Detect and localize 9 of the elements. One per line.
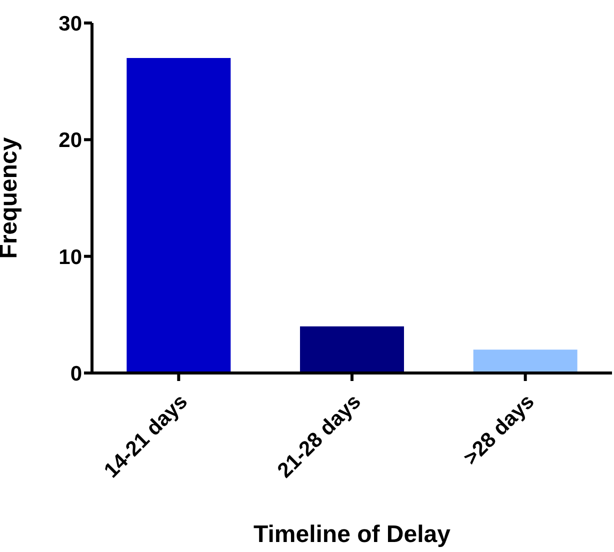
x-axis-title: Timeline of Delay [254, 521, 452, 548]
y-tick-label: 0 [70, 362, 82, 386]
bar [473, 350, 578, 373]
y-tick-label: 30 [58, 12, 82, 36]
bar [126, 58, 231, 373]
y-axis-title: Frequency [0, 136, 23, 259]
bar [300, 326, 404, 373]
y-tick-label: 20 [58, 129, 82, 152]
y-tick-label: 10 [58, 246, 82, 269]
